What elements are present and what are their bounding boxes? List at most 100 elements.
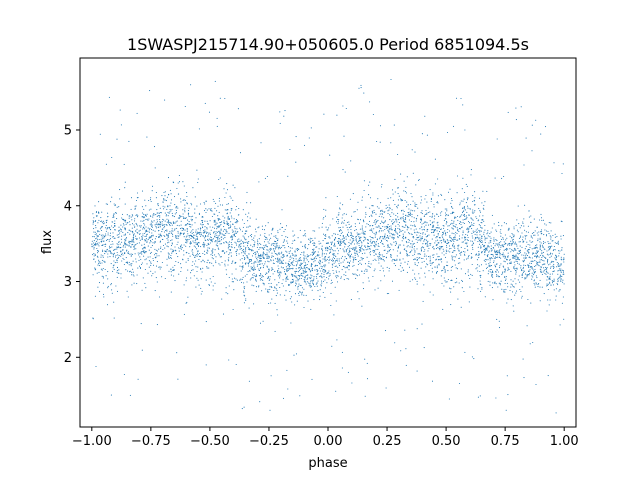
data-point bbox=[536, 244, 538, 246]
data-point bbox=[433, 229, 435, 231]
data-point bbox=[380, 186, 383, 188]
data-point bbox=[314, 237, 316, 239]
data-point bbox=[316, 265, 318, 267]
data-point bbox=[405, 192, 407, 194]
data-point bbox=[169, 211, 171, 213]
data-point bbox=[464, 209, 467, 211]
data-point bbox=[186, 203, 188, 205]
data-point bbox=[207, 231, 209, 233]
data-point bbox=[398, 268, 400, 270]
data-point bbox=[408, 255, 410, 257]
data-point bbox=[250, 236, 253, 238]
data-point bbox=[212, 254, 214, 256]
data-point bbox=[374, 234, 376, 236]
data-point bbox=[181, 227, 183, 229]
data-point bbox=[416, 237, 418, 239]
data-point bbox=[532, 268, 534, 270]
data-point bbox=[276, 309, 278, 311]
data-point bbox=[222, 238, 224, 240]
data-point bbox=[444, 256, 447, 258]
data-point bbox=[513, 243, 515, 245]
data-point bbox=[353, 238, 355, 240]
data-point bbox=[187, 219, 189, 221]
data-point bbox=[148, 237, 150, 239]
data-point bbox=[497, 271, 500, 273]
data-point bbox=[190, 231, 192, 233]
data-point bbox=[383, 222, 385, 224]
data-point bbox=[229, 227, 231, 229]
data-point bbox=[255, 231, 257, 233]
data-point bbox=[208, 247, 211, 249]
data-point bbox=[173, 182, 175, 184]
data-point bbox=[399, 265, 401, 267]
data-point bbox=[118, 226, 120, 228]
data-point bbox=[543, 269, 545, 271]
data-point bbox=[521, 295, 523, 297]
data-point bbox=[391, 280, 394, 282]
data-point bbox=[135, 222, 137, 224]
data-point bbox=[289, 148, 291, 151]
data-point bbox=[386, 293, 388, 295]
data-point bbox=[516, 256, 518, 258]
data-point bbox=[390, 229, 392, 231]
data-point bbox=[463, 213, 466, 215]
data-point bbox=[355, 229, 357, 231]
data-point bbox=[348, 241, 350, 244]
data-point bbox=[267, 249, 269, 251]
data-point bbox=[276, 292, 278, 294]
data-point bbox=[487, 254, 489, 256]
data-point bbox=[221, 298, 223, 300]
data-point bbox=[435, 237, 437, 239]
data-point bbox=[106, 228, 108, 230]
data-point bbox=[177, 256, 179, 258]
data-point bbox=[258, 226, 260, 228]
data-point bbox=[527, 251, 529, 253]
data-point bbox=[500, 257, 502, 259]
data-point bbox=[162, 244, 165, 247]
data-point bbox=[375, 248, 377, 250]
data-point bbox=[196, 270, 198, 273]
data-point bbox=[172, 235, 174, 237]
data-point bbox=[196, 250, 199, 252]
data-point bbox=[282, 259, 284, 261]
data-point bbox=[513, 226, 515, 228]
data-point bbox=[358, 222, 361, 224]
data-point bbox=[393, 241, 395, 243]
data-point bbox=[440, 258, 442, 260]
data-point bbox=[218, 230, 220, 232]
data-point bbox=[277, 272, 279, 274]
data-point bbox=[260, 273, 262, 275]
data-point bbox=[478, 251, 480, 253]
data-point bbox=[182, 232, 184, 234]
data-point bbox=[98, 261, 100, 263]
data-point bbox=[207, 235, 209, 237]
data-point bbox=[498, 327, 501, 329]
data-point bbox=[514, 264, 516, 266]
data-point bbox=[327, 227, 330, 229]
data-point bbox=[504, 269, 507, 271]
data-point bbox=[209, 278, 211, 280]
data-point bbox=[534, 268, 536, 270]
data-point bbox=[369, 241, 371, 243]
data-point bbox=[206, 267, 208, 269]
data-point bbox=[269, 278, 271, 280]
data-point bbox=[486, 190, 488, 192]
data-point bbox=[397, 245, 400, 247]
data-point bbox=[239, 248, 241, 250]
data-point bbox=[513, 310, 515, 312]
data-point bbox=[338, 260, 340, 262]
data-point bbox=[153, 242, 156, 244]
data-point bbox=[434, 242, 436, 244]
data-point bbox=[469, 286, 471, 288]
data-point bbox=[171, 239, 173, 241]
data-point bbox=[337, 223, 339, 225]
data-point bbox=[309, 286, 311, 288]
data-point bbox=[416, 328, 418, 330]
data-point bbox=[365, 212, 367, 214]
data-point bbox=[253, 239, 255, 242]
data-point bbox=[359, 219, 362, 221]
data-point bbox=[282, 245, 284, 247]
data-point bbox=[279, 253, 281, 255]
data-point bbox=[362, 282, 364, 284]
data-point bbox=[528, 216, 530, 218]
